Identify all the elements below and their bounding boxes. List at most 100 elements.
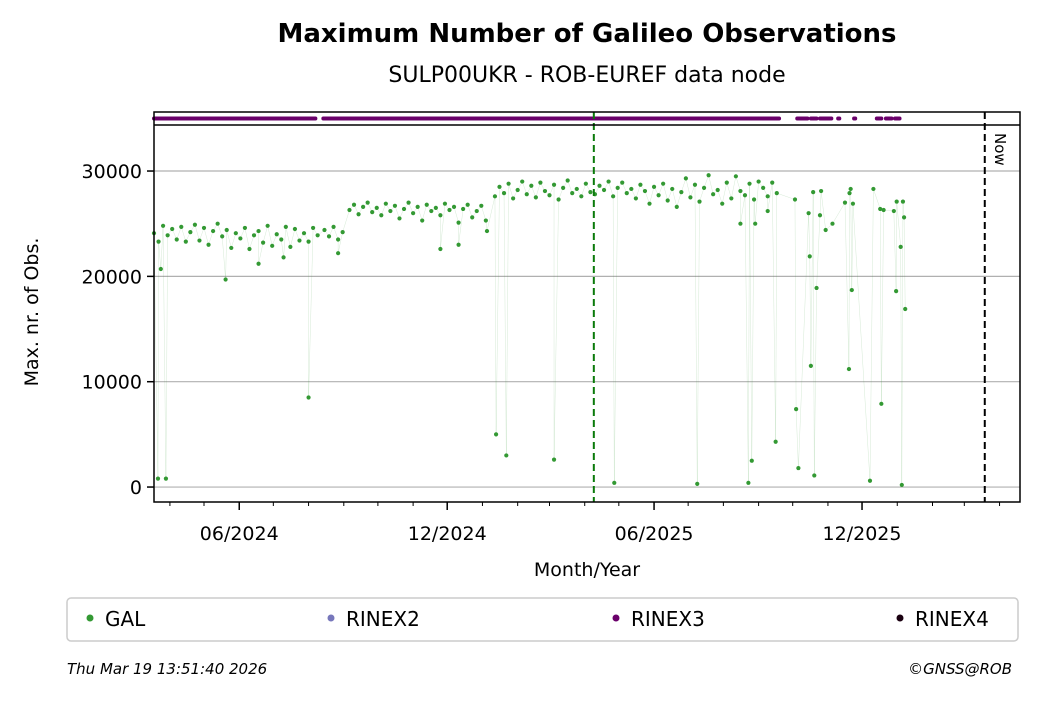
connector-line — [165, 235, 168, 479]
gal-data-point — [292, 226, 298, 232]
connector-line — [494, 196, 497, 435]
gal-data-point — [879, 401, 884, 406]
gal-data-point — [538, 180, 543, 185]
connector-line — [697, 201, 700, 484]
connector-line — [690, 184, 696, 198]
connector-line — [226, 229, 232, 248]
gal-data-point — [156, 239, 161, 244]
connector-line — [896, 201, 901, 247]
connector-line — [337, 232, 343, 254]
y-tick-label: 10000 — [82, 372, 142, 394]
connector-line — [820, 191, 826, 231]
gal-data-point — [361, 204, 366, 209]
gal-data-point — [497, 184, 502, 189]
gal-data-point — [424, 202, 429, 207]
chart-subtitle: SULP00UKR - ROB-EUREF data node — [388, 63, 785, 88]
gal-data-point — [347, 207, 352, 213]
connector-line — [225, 230, 227, 280]
connector-line — [850, 188, 852, 291]
gal-data-point — [301, 231, 307, 236]
gal-data-point — [297, 238, 302, 243]
gal-data-point — [656, 193, 661, 198]
rinex3-availability-dot — [879, 116, 884, 121]
gal-data-point — [606, 179, 611, 184]
gal-data-point — [511, 196, 516, 201]
legend-label-rinex3: RINEX3 — [631, 607, 705, 631]
connector-line — [581, 183, 587, 197]
gal-data-point — [256, 228, 261, 234]
connector-line — [262, 225, 268, 243]
gal-data-point — [504, 453, 509, 458]
connector-line — [744, 195, 749, 483]
connector-line — [810, 192, 814, 366]
gal-data-point — [848, 186, 853, 192]
gal-data-point — [465, 202, 470, 207]
footer-timestamp: Thu Mar 19 13:51:40 2026 — [67, 660, 267, 678]
connector-line — [160, 225, 164, 270]
x-axis-ticks: 06/2024 12/2024 06/2025 12/2025 — [169, 502, 1001, 545]
gal-data-point — [288, 244, 293, 249]
connector-line — [440, 203, 446, 249]
gal-data-point — [819, 188, 824, 194]
connector-line — [222, 236, 226, 280]
gal-data-point — [683, 176, 688, 181]
gal-data-point — [165, 233, 170, 238]
data-points — [151, 173, 908, 488]
gal-data-point — [420, 218, 425, 223]
connector-line — [157, 241, 159, 479]
gal-data-point — [773, 439, 778, 444]
gal-data-point — [238, 236, 243, 241]
connector-line — [798, 213, 809, 469]
connector-line — [394, 205, 400, 219]
gal-data-point — [794, 406, 799, 412]
gal-data-point — [551, 182, 557, 187]
gal-data-point — [738, 188, 743, 194]
legend-label-rinex4: RINEX4 — [915, 607, 989, 631]
connector-line — [162, 225, 167, 479]
gal-data-point — [817, 213, 823, 218]
gal-data-point — [456, 220, 461, 225]
gal-data-point — [270, 243, 275, 248]
gal-data-point — [223, 277, 228, 282]
gal-data-point — [850, 201, 856, 206]
connector-line — [775, 193, 777, 442]
gal-data-point — [265, 223, 270, 228]
gal-data-point — [233, 231, 238, 236]
gal-data-point — [747, 181, 752, 186]
gal-data-point — [442, 201, 448, 206]
connector-line — [258, 242, 264, 264]
gal-data-point — [611, 194, 616, 199]
gal-data-point — [697, 199, 702, 204]
gal-data-point — [158, 266, 163, 272]
gal-data-point — [456, 242, 461, 247]
gal-data-point — [846, 366, 852, 372]
connector-line — [283, 226, 286, 258]
gal-data-point — [720, 201, 725, 206]
gal-data-point — [484, 228, 490, 234]
gal-data-point — [753, 221, 758, 226]
gal-data-point — [901, 215, 907, 220]
gal-data-point — [891, 208, 896, 214]
gal-data-point — [340, 230, 345, 235]
connector-line — [422, 204, 427, 221]
gal-data-point — [206, 242, 211, 247]
gal-data-point — [615, 185, 620, 190]
gal-data-point — [515, 187, 520, 193]
connector-line — [753, 199, 756, 224]
gal-data-point — [274, 232, 279, 237]
gal-data-point — [370, 210, 375, 215]
gal-data-point — [306, 395, 311, 400]
legend-marker-gal — [86, 614, 94, 622]
gal-data-point — [823, 227, 828, 233]
chart-title: Maximum Number of Galileo Observations — [277, 19, 896, 49]
gal-data-point — [570, 191, 575, 196]
x-tick-label: 06/2025 — [615, 523, 694, 545]
rinex3-availability-dot — [837, 116, 842, 121]
gal-data-point — [479, 203, 484, 208]
gal-data-point — [388, 208, 393, 214]
gal-data-point — [574, 186, 579, 192]
gal-data-point — [306, 239, 311, 244]
gal-data-point — [529, 183, 534, 188]
gal-data-point — [878, 206, 883, 212]
gal-data-point — [706, 173, 711, 178]
